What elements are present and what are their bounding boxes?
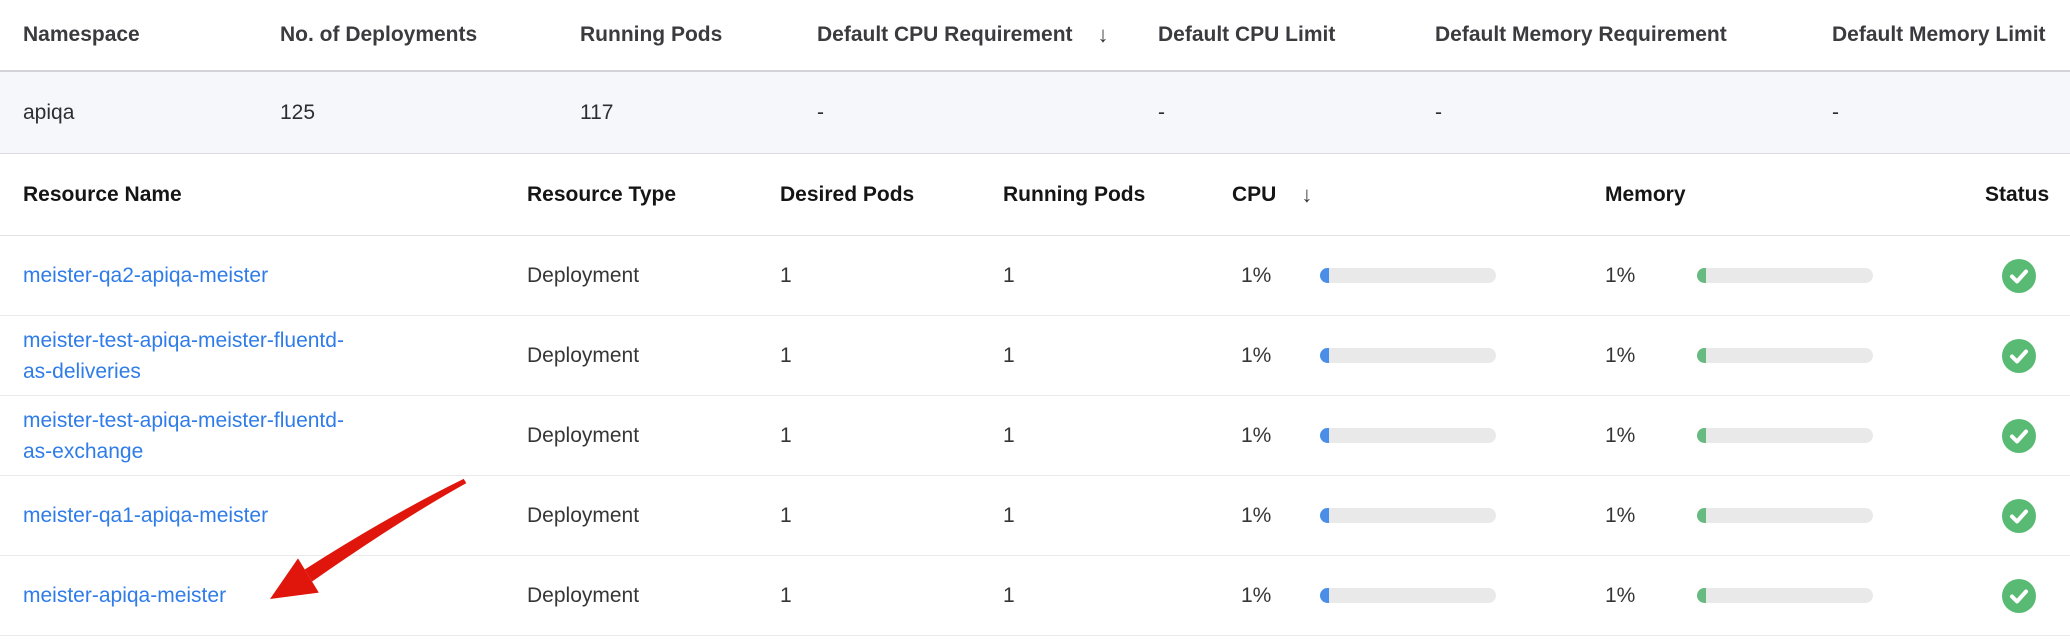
namespace-running-pods-count: 117 [580,100,614,124]
memory-percent: 1% [1605,503,1636,527]
cpu-usage-fill [1320,428,1329,443]
table-row: meister-test-apiqa-meister-fluentd-as-de… [0,316,2070,396]
col-namespace[interactable]: Namespace [23,23,140,46]
cpu-usage-fill [1320,348,1329,363]
desired-pods: 1 [780,343,792,367]
cpu-usage-bar [1320,588,1496,603]
resource-type: Deployment [527,343,640,367]
table-row: meister-qa1-apiqa-meister Deployment 1 1… [0,476,2070,556]
running-pods: 1 [1003,423,1015,447]
memory-percent: 1% [1605,343,1636,367]
check-circle-icon [2002,578,2036,613]
table-row: meister-test-apiqa-meister-fluentd-as-ex… [0,396,2070,476]
table-row: meister-apiqa-meister Deployment 1 1 1% … [0,556,2070,636]
cpu-usage-fill [1320,508,1329,523]
cpu-usage-bar [1320,508,1496,523]
cpu-usage-bar [1320,348,1496,363]
namespace-deployments-count: 125 [280,100,316,124]
cpu-usage-fill [1320,588,1329,603]
col-cpu[interactable]: CPU ↓ [1232,181,1313,207]
col-default-memory-limit[interactable]: Default Memory Limit [1832,23,2046,46]
resource-type: Deployment [527,583,640,607]
namespace-row-apiqa[interactable]: apiqa 125 117 - - - - [0,72,2070,154]
memory-usage-fill [1697,348,1706,363]
col-memory[interactable]: Memory [1605,182,1686,206]
memory-usage-fill [1697,508,1706,523]
memory-usage-bar [1697,348,1873,363]
resource-link[interactable]: meister-apiqa-meister [23,584,227,607]
table-row: meister-qa2-apiqa-meister Deployment 1 1… [0,236,2070,316]
cpu-percent: 1% [1241,503,1272,527]
desired-pods: 1 [780,583,792,607]
col-running-pods[interactable]: Running Pods [580,23,723,46]
cpu-percent: 1% [1241,343,1272,367]
check-circle-icon [2002,418,2036,453]
cpu-percent: 1% [1241,263,1272,287]
col-default-cpu-requirement[interactable]: Default CPU Requirement ↓ [817,22,1109,47]
cpu-usage-bar [1320,428,1496,443]
namespace-default-memory-limit: - [1832,100,1839,124]
running-pods: 1 [1003,503,1015,527]
status-badge [1985,418,2070,453]
cpu-usage-bar [1320,268,1496,283]
status-badge [1985,498,2070,533]
resource-link[interactable]: meister-test-apiqa-meister-fluentd-as-de… [23,328,344,383]
memory-percent: 1% [1605,583,1636,607]
col-default-memory-requirement[interactable]: Default Memory Requirement [1435,23,1727,46]
resource-type: Deployment [527,263,640,287]
col-status[interactable]: Status [1985,182,2050,206]
sort-descending-icon[interactable]: ↓ [1301,181,1313,207]
cpu-usage-fill [1320,268,1329,283]
memory-percent: 1% [1605,263,1636,287]
memory-percent: 1% [1605,423,1636,447]
cpu-percent: 1% [1241,583,1272,607]
status-badge [1985,258,2070,293]
running-pods: 1 [1003,263,1015,287]
col-running-pods-2[interactable]: Running Pods [1003,182,1146,206]
resource-type: Deployment [527,503,640,527]
memory-usage-fill [1697,588,1706,603]
namespace-default-cpu-limit: - [1158,100,1165,124]
check-circle-icon [2002,258,2036,293]
cpu-percent: 1% [1241,423,1272,447]
desired-pods: 1 [780,423,792,447]
desired-pods: 1 [780,263,792,287]
running-pods: 1 [1003,343,1015,367]
running-pods: 1 [1003,583,1015,607]
namespace-default-cpu-requirement: - [817,100,824,124]
col-default-cpu-limit[interactable]: Default CPU Limit [1158,23,1336,46]
check-circle-icon [2002,498,2036,533]
desired-pods: 1 [780,503,792,527]
status-badge [1985,578,2070,613]
memory-usage-fill [1697,428,1706,443]
memory-usage-bar [1697,588,1873,603]
status-badge [1985,338,2070,373]
col-no-of-deployments[interactable]: No. of Deployments [280,23,478,46]
resource-link[interactable]: meister-qa2-apiqa-meister [23,264,269,287]
memory-usage-bar [1697,428,1873,443]
col-resource-name[interactable]: Resource Name [23,182,182,206]
namespace-table-header: Namespace No. of Deployments Running Pod… [0,0,2070,72]
resources-table-header: Resource Name Resource Type Desired Pods… [0,154,2070,236]
check-circle-icon [2002,338,2036,373]
resource-type: Deployment [527,423,640,447]
memory-usage-bar [1697,268,1873,283]
namespace-name: apiqa [23,100,75,124]
resource-link[interactable]: meister-qa1-apiqa-meister [23,504,269,527]
sort-descending-icon[interactable]: ↓ [1097,22,1109,47]
memory-usage-fill [1697,268,1706,283]
col-desired-pods[interactable]: Desired Pods [780,182,915,206]
namespace-default-memory-requirement: - [1435,100,1442,124]
resource-link[interactable]: meister-test-apiqa-meister-fluentd-as-ex… [23,408,344,463]
col-resource-type[interactable]: Resource Type [527,182,676,206]
memory-usage-bar [1697,508,1873,523]
